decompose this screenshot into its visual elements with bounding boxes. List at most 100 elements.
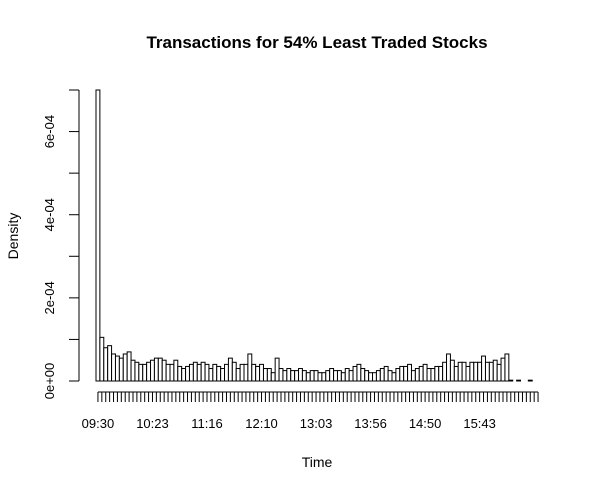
histogram-bar — [442, 361, 448, 382]
histogram-bar — [150, 359, 155, 382]
histogram-bar — [333, 370, 338, 382]
histogram-bar — [414, 368, 420, 382]
histogram-bar — [118, 357, 124, 382]
histogram-bar — [134, 361, 140, 382]
histogram-bar — [103, 347, 109, 382]
histogram-bar — [457, 361, 463, 382]
histogram-bar — [231, 361, 237, 382]
histogram-bar — [262, 368, 268, 382]
y-axis: 0e+00 2e-04 4e-04 6e-04 — [42, 89, 80, 400]
x-tick-label: 10:23 — [136, 416, 169, 431]
histogram-bar — [430, 368, 436, 382]
histogram-bar — [173, 359, 179, 382]
histogram-bar — [496, 363, 502, 382]
histogram-bar — [473, 361, 479, 382]
histogram-bar — [305, 372, 311, 382]
histogram-bar — [387, 370, 393, 382]
histogram-bar — [259, 363, 264, 382]
histogram-bar — [407, 363, 412, 382]
histogram-bar — [329, 368, 335, 382]
histogram-bar — [165, 363, 171, 382]
histogram-bar — [492, 359, 498, 382]
histogram-bar — [434, 365, 440, 382]
x-tick-label: 14:50 — [409, 416, 442, 431]
histogram-bar — [122, 353, 128, 382]
x-axis: 09:30 10:23 11:16 12:10 13:03 13:56 14:50 15:43 — [82, 391, 539, 431]
histogram-bar — [243, 363, 249, 382]
y-tick-label: 6e-04 — [42, 115, 57, 148]
histogram-bar — [360, 368, 366, 382]
histogram-bar — [453, 365, 459, 382]
histogram-bar — [298, 368, 303, 382]
histogram-bar — [410, 370, 416, 382]
histogram-bar — [446, 353, 451, 382]
histogram-bar — [126, 351, 132, 382]
histogram-bar — [114, 355, 120, 382]
histogram-bar — [395, 368, 401, 382]
histogram-bar — [169, 363, 175, 382]
histogram-bar — [469, 361, 475, 382]
histogram-bar — [508, 379, 514, 382]
bar-group — [95, 89, 533, 382]
histogram-bar — [321, 372, 327, 382]
x-axis-label: Time — [302, 454, 333, 470]
x-tick-label: 09:30 — [82, 416, 115, 431]
histogram-bar — [352, 365, 358, 382]
histogram-bar — [224, 363, 229, 382]
histogram-bar — [208, 368, 214, 382]
histogram-bar — [130, 359, 136, 382]
histogram-bar — [364, 370, 370, 382]
histogram-bar — [239, 363, 245, 382]
histogram-bar — [391, 372, 397, 382]
histogram-bar — [426, 368, 432, 382]
histogram-bar — [177, 365, 183, 382]
histogram-bar — [317, 372, 323, 382]
chart-title: Transactions for 54% Least Traded Stocks — [146, 33, 487, 52]
histogram-bar — [185, 365, 190, 382]
histogram-bar — [255, 365, 261, 382]
y-axis-label: Density — [5, 213, 21, 260]
histogram-bar — [449, 359, 455, 382]
histogram-bar — [235, 368, 241, 382]
x-tick-label: 11:16 — [191, 416, 223, 431]
histogram-bar — [368, 372, 374, 382]
histogram-bar — [290, 370, 296, 382]
histogram-bar — [200, 361, 206, 382]
histogram-bar — [325, 370, 331, 382]
histogram-bar — [294, 370, 300, 382]
histogram-bar — [403, 365, 409, 382]
histogram-bar — [340, 372, 346, 382]
histogram-bar — [204, 363, 210, 382]
y-tick-label: 2e-04 — [42, 281, 57, 314]
histogram-bar — [379, 368, 385, 382]
histogram-bar — [192, 361, 198, 382]
histogram-bar — [99, 336, 105, 382]
x-tick-label: 13:03 — [300, 416, 333, 431]
histogram-bar — [375, 370, 381, 382]
y-tick-label: 0e+00 — [42, 363, 57, 400]
histogram-bar — [372, 372, 377, 382]
histogram-bar — [383, 365, 389, 382]
histogram-bar — [274, 357, 280, 382]
x-tick-label: 13:56 — [354, 416, 387, 431]
histogram-bar — [196, 363, 202, 382]
histogram-bar — [336, 370, 342, 382]
histogram-bar — [286, 368, 292, 382]
histogram-bar — [247, 353, 253, 382]
histogram-bar — [270, 372, 276, 382]
histogram-bar — [266, 368, 272, 382]
histogram-bar — [220, 368, 226, 382]
histogram-bar — [216, 365, 222, 382]
histogram-bar — [138, 363, 144, 382]
histogram-bar — [282, 370, 288, 382]
histogram-bar — [313, 370, 319, 382]
histogram-bar — [142, 363, 148, 382]
histogram-bar — [301, 370, 307, 382]
histogram-bar — [399, 365, 405, 382]
histogram-bar — [465, 365, 471, 382]
histogram-bar — [527, 379, 533, 382]
histogram-bar — [418, 365, 424, 382]
histogram-bar — [153, 357, 159, 382]
histogram-bar — [348, 370, 354, 382]
